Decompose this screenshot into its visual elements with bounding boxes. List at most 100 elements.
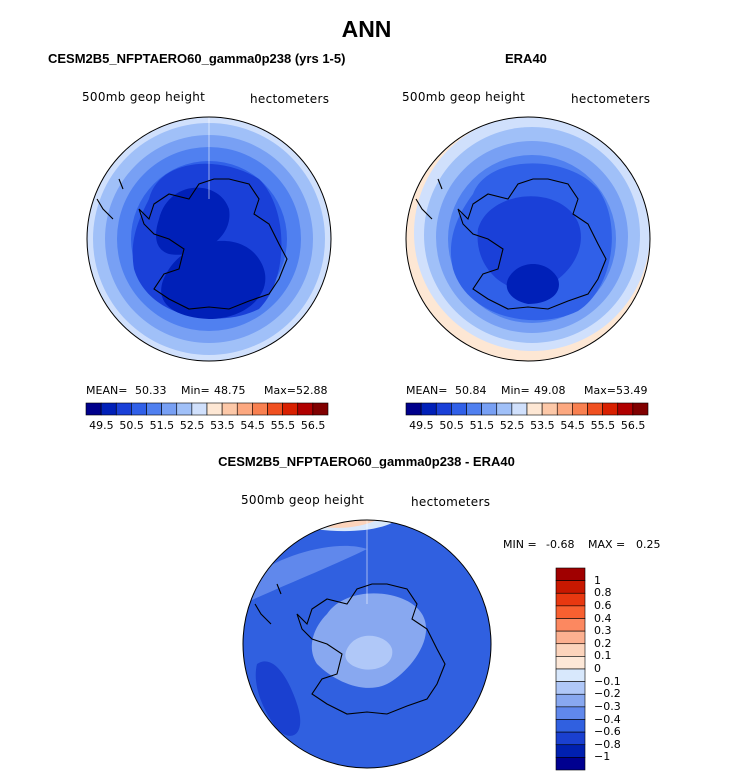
panel2-max-label: Max= [584, 384, 616, 397]
panel2-mean-value: 50.84 [455, 384, 487, 397]
panel1-min-label: Min= [181, 384, 210, 397]
panel3-contour-band [255, 661, 301, 736]
panel3-min-value: -0.68 [546, 538, 575, 551]
panel3-max-value: 0.25 [636, 538, 661, 551]
panel3-colorbar-tick-label: 1 [594, 573, 601, 587]
panel2-colorbar-swatch [617, 402, 634, 416]
panel3-colorbar-tick-label: 0.8 [594, 586, 612, 600]
panel1-colorbar-swatch [206, 402, 223, 416]
panel3-colorbar-swatch [555, 744, 586, 758]
panel2-field-label: 500mb geop height [402, 90, 526, 104]
panel2-polar-map [405, 116, 651, 362]
panel3-colorbar-swatch [555, 580, 586, 594]
panel3-colorbar-tick-label: 0.4 [594, 611, 612, 625]
panel3-colorbar-swatch [555, 693, 586, 708]
panel2-min-label: Min= [501, 384, 530, 397]
panel3-colorbar-tick-label: −1 [594, 750, 611, 764]
panel2-mean-label: MEAN= [406, 384, 448, 397]
panel3-contour-band [243, 545, 367, 604]
panel2-colorbar-swatch [496, 402, 513, 416]
panel1-colorbar-swatch [252, 402, 268, 416]
panel3-colorbar-tick-label: 0.3 [594, 624, 612, 638]
panel1-min-value: 48.75 [214, 384, 246, 397]
panel1-colorbar-swatch [312, 402, 329, 416]
panel3-colorbar [555, 567, 586, 771]
panel2-colorbar-swatch [602, 402, 619, 416]
panel2-colorbar-tick-label: 52.5 [499, 419, 525, 432]
panel2-colorbar-tick-label: 50.5 [439, 419, 464, 432]
panel3-contour-band [345, 635, 393, 670]
panel1-units: hectometers [250, 92, 330, 106]
panel2-contour-band [477, 196, 581, 291]
panel3-colorbar-tick-label: 0.2 [594, 636, 612, 650]
panel2-colorbar-swatch [526, 402, 543, 416]
panel1-colorbar-tick-label: 56.5 [300, 419, 326, 432]
panel3-colorbar-swatch [555, 643, 586, 657]
panel3-colorbar-swatch [555, 605, 586, 619]
panel2-colorbar-tick-label: 51.5 [469, 419, 495, 432]
panel2-colorbar-swatch [481, 402, 498, 416]
panel2-colorbar-tick-label: 56.5 [620, 419, 646, 432]
panel3-colorbar-tick-label: −0.2 [594, 687, 621, 701]
panel3-colorbar-tick-label: −0.4 [594, 712, 621, 726]
panel1-colorbar-swatch [297, 402, 314, 416]
panel1-colorbar-swatch [85, 402, 102, 416]
panel3-field-label: 500mb geop height [241, 493, 365, 507]
panel3-colorbar-swatch [555, 719, 586, 733]
panel1-max-value: 52.88 [296, 384, 328, 397]
panel2-max-value: 53.49 [616, 384, 648, 397]
panel2-units: hectometers [571, 92, 651, 106]
panel1-colorbar-swatch [267, 402, 283, 416]
panel1-colorbar-tick-label: 50.5 [119, 419, 144, 432]
panel1-colorbar-swatch [191, 402, 208, 416]
panel3-colorbar-tick-label: 0.6 [594, 598, 612, 612]
panel2-colorbar-swatch [435, 402, 452, 416]
panel3-title: CESM2B5_NFPTAERO60_gamma0p238 - ERA40 [218, 454, 515, 469]
panel3-colorbar-tick-label: −0.6 [594, 725, 621, 739]
panel1-mean-value: 50.33 [135, 384, 167, 397]
panel3-colorbar-swatch [555, 681, 586, 695]
panel3-colorbar-swatch [555, 630, 586, 645]
panel1-colorbar-tick-label: 53.5 [210, 419, 235, 432]
panel3-max-label: MAX = [588, 538, 626, 551]
panel2-colorbar-swatch [511, 402, 528, 416]
panel1-colorbar-swatch [176, 402, 193, 416]
panel1-colorbar-swatch [131, 402, 147, 416]
panel3-colorbar-swatch [555, 656, 586, 670]
panel1-field-label: 500mb geop height [82, 90, 206, 104]
panel1-mean-label: MEAN= [86, 384, 128, 397]
panel1-coastline [96, 178, 124, 220]
panel3-colorbar-swatch [555, 618, 586, 632]
panel1-colorbar [85, 402, 329, 416]
panel3-min-label: MIN = [503, 538, 537, 551]
panel2-coastline [457, 178, 607, 310]
panel1-colorbar-swatch [161, 402, 178, 416]
panel2-colorbar-tick-label: 49.5 [409, 419, 434, 432]
panel1-polar-map [86, 116, 332, 362]
panel2-colorbar-swatch [466, 402, 482, 416]
panel2-colorbar-swatch [587, 402, 603, 416]
panel3-colorbar-swatch [555, 731, 586, 746]
panel3-coastline [254, 583, 282, 625]
panel2-colorbar-swatch [572, 402, 588, 416]
panel3-colorbar-tick-label: −0.8 [594, 737, 621, 751]
panel3-map-border [242, 519, 492, 769]
page-title: ANN [341, 16, 392, 42]
panel3-colorbar-swatch [555, 668, 586, 682]
panel1-map-border [86, 116, 332, 362]
panel2-colorbar-swatch [556, 402, 573, 416]
panel2-colorbar-tick-label: 55.5 [590, 419, 616, 432]
panel2-map-border [405, 116, 651, 362]
panel3-units: hectometers [411, 495, 491, 509]
panel3-colorbar-tick-label: −0.1 [594, 674, 621, 688]
panel2-colorbar-swatch [420, 402, 437, 416]
panel3-colorbar-swatch [555, 592, 586, 607]
panel2-contour-band [506, 264, 559, 304]
panel3-colorbar-swatch [555, 757, 586, 771]
panel1-contour-band [156, 187, 230, 255]
panel2-colorbar-swatch [451, 402, 467, 416]
panel1-title: CESM2B5_NFPTAERO60_gamma0p238 (yrs 1-5) [48, 51, 346, 66]
panel3-colorbar-tick-label: 0 [594, 662, 601, 675]
panel3-coastline [296, 583, 446, 715]
panel3-colorbar-swatch [555, 567, 586, 581]
